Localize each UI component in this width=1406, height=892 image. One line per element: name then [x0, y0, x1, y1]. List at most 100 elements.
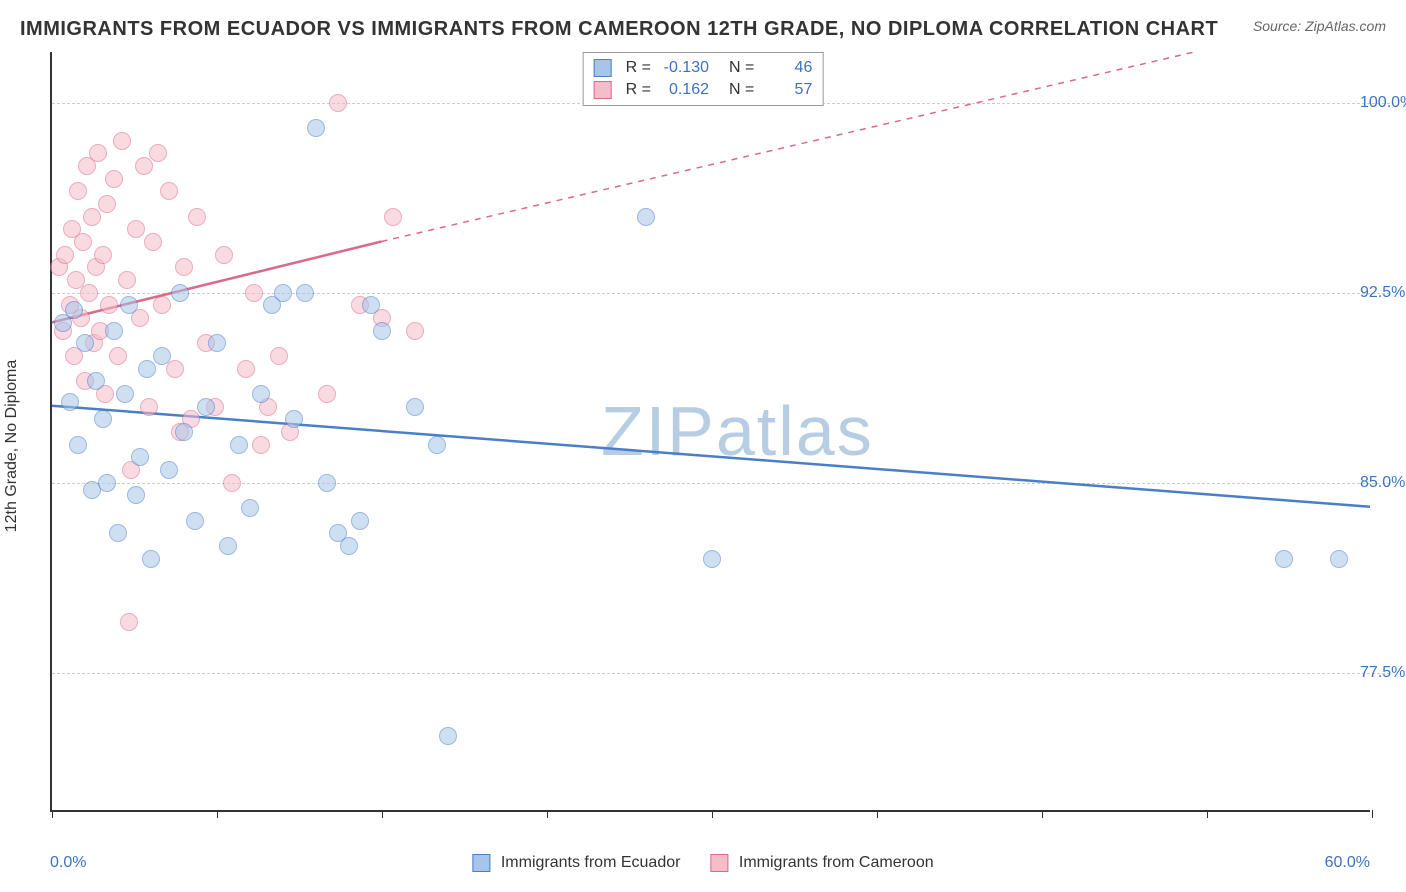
scatter-point-ecuador	[219, 537, 237, 555]
scatter-point-cameroon	[105, 170, 123, 188]
scatter-point-cameroon	[188, 208, 206, 226]
scatter-point-cameroon	[318, 385, 336, 403]
bottom-legend: Immigrants from Ecuador Immigrants from …	[472, 854, 933, 872]
scatter-point-ecuador	[131, 448, 149, 466]
scatter-point-cameroon	[98, 195, 116, 213]
x-tick	[1207, 810, 1208, 818]
scatter-point-ecuador	[241, 499, 259, 517]
scatter-point-ecuador	[76, 334, 94, 352]
scatter-point-cameroon	[175, 258, 193, 276]
scatter-point-ecuador	[318, 474, 336, 492]
scatter-point-ecuador	[252, 385, 270, 403]
swatch-ecuador-icon	[594, 59, 612, 77]
scatter-point-cameroon	[270, 347, 288, 365]
scatter-point-ecuador	[373, 322, 391, 340]
scatter-point-ecuador	[61, 393, 79, 411]
scatter-point-ecuador	[65, 301, 83, 319]
watermark-text: ZIPatlas	[601, 391, 874, 471]
scatter-point-ecuador	[637, 208, 655, 226]
scatter-point-cameroon	[237, 360, 255, 378]
scatter-point-ecuador	[142, 550, 160, 568]
scatter-point-ecuador	[208, 334, 226, 352]
legend-label: Immigrants from Cameroon	[739, 854, 934, 871]
stat-label: N =	[729, 59, 754, 77]
x-tick	[217, 810, 218, 818]
x-tick	[382, 810, 383, 818]
scatter-point-cameroon	[153, 296, 171, 314]
y-tick-label: 77.5%	[1360, 664, 1406, 682]
scatter-point-ecuador	[153, 347, 171, 365]
legend-item-cameroon: Immigrants from Cameroon	[710, 854, 933, 872]
legend-item-ecuador: Immigrants from Ecuador	[472, 854, 680, 872]
regression-layer	[52, 52, 1370, 810]
scatter-point-ecuador	[109, 524, 127, 542]
scatter-point-ecuador	[105, 322, 123, 340]
scatter-point-ecuador	[1275, 550, 1293, 568]
y-tick-label: 100.0%	[1360, 94, 1406, 112]
scatter-point-ecuador	[285, 410, 303, 428]
scatter-point-cameroon	[83, 208, 101, 226]
scatter-point-cameroon	[69, 182, 87, 200]
scatter-point-cameroon	[166, 360, 184, 378]
swatch-cameroon-icon	[710, 854, 728, 872]
scatter-point-cameroon	[94, 246, 112, 264]
source-label: Source: ZipAtlas.com	[1253, 18, 1386, 34]
scatter-point-ecuador	[171, 284, 189, 302]
scatter-point-cameroon	[89, 144, 107, 162]
scatter-point-ecuador	[1330, 550, 1348, 568]
x-axis-max-label: 60.0%	[1325, 854, 1370, 872]
scatter-point-cameroon	[56, 246, 74, 264]
gridline	[52, 483, 1390, 484]
scatter-point-cameroon	[215, 246, 233, 264]
x-tick	[1042, 810, 1043, 818]
scatter-point-cameroon	[109, 347, 127, 365]
scatter-point-ecuador	[197, 398, 215, 416]
scatter-point-ecuador	[186, 512, 204, 530]
stat-label: R =	[626, 59, 651, 77]
scatter-point-cameroon	[100, 296, 118, 314]
scatter-point-cameroon	[118, 271, 136, 289]
stat-R-value: -0.130	[659, 59, 709, 77]
scatter-point-cameroon	[160, 182, 178, 200]
chart-title: IMMIGRANTS FROM ECUADOR VS IMMIGRANTS FR…	[20, 18, 1218, 41]
scatter-point-ecuador	[307, 119, 325, 137]
scatter-point-cameroon	[329, 94, 347, 112]
scatter-point-ecuador	[87, 372, 105, 390]
scatter-point-ecuador	[116, 385, 134, 403]
scatter-point-cameroon	[223, 474, 241, 492]
scatter-point-cameroon	[144, 233, 162, 251]
scatter-point-ecuador	[175, 423, 193, 441]
plot-area: ZIPatlas 77.5%85.0%92.5%100.0%	[50, 52, 1370, 812]
scatter-point-cameroon	[384, 208, 402, 226]
swatch-cameroon-icon	[594, 81, 612, 99]
swatch-ecuador-icon	[472, 854, 490, 872]
scatter-point-ecuador	[138, 360, 156, 378]
x-tick	[1372, 810, 1373, 818]
scatter-point-cameroon	[140, 398, 158, 416]
scatter-point-cameroon	[74, 233, 92, 251]
scatter-point-ecuador	[296, 284, 314, 302]
scatter-point-cameroon	[120, 613, 138, 631]
scatter-point-ecuador	[127, 486, 145, 504]
scatter-point-ecuador	[274, 284, 292, 302]
legend-label: Immigrants from Ecuador	[501, 854, 681, 871]
scatter-point-ecuador	[362, 296, 380, 314]
stat-R-value: 0.162	[659, 81, 709, 99]
scatter-point-cameroon	[149, 144, 167, 162]
scatter-point-cameroon	[245, 284, 263, 302]
stat-label: R =	[626, 81, 651, 99]
stats-legend-box: R = -0.130 N = 46 R = 0.162 N = 57	[583, 52, 824, 106]
chart-header: IMMIGRANTS FROM ECUADOR VS IMMIGRANTS FR…	[20, 18, 1386, 41]
scatter-point-ecuador	[230, 436, 248, 454]
scatter-point-ecuador	[428, 436, 446, 454]
scatter-point-ecuador	[351, 512, 369, 530]
scatter-point-cameroon	[80, 284, 98, 302]
y-tick-label: 92.5%	[1360, 284, 1406, 302]
stat-N-value: 46	[762, 59, 812, 77]
scatter-point-ecuador	[69, 436, 87, 454]
stats-row-cameroon: R = 0.162 N = 57	[594, 79, 813, 101]
scatter-point-cameroon	[113, 132, 131, 150]
scatter-point-cameroon	[406, 322, 424, 340]
scatter-point-ecuador	[120, 296, 138, 314]
scatter-point-ecuador	[340, 537, 358, 555]
